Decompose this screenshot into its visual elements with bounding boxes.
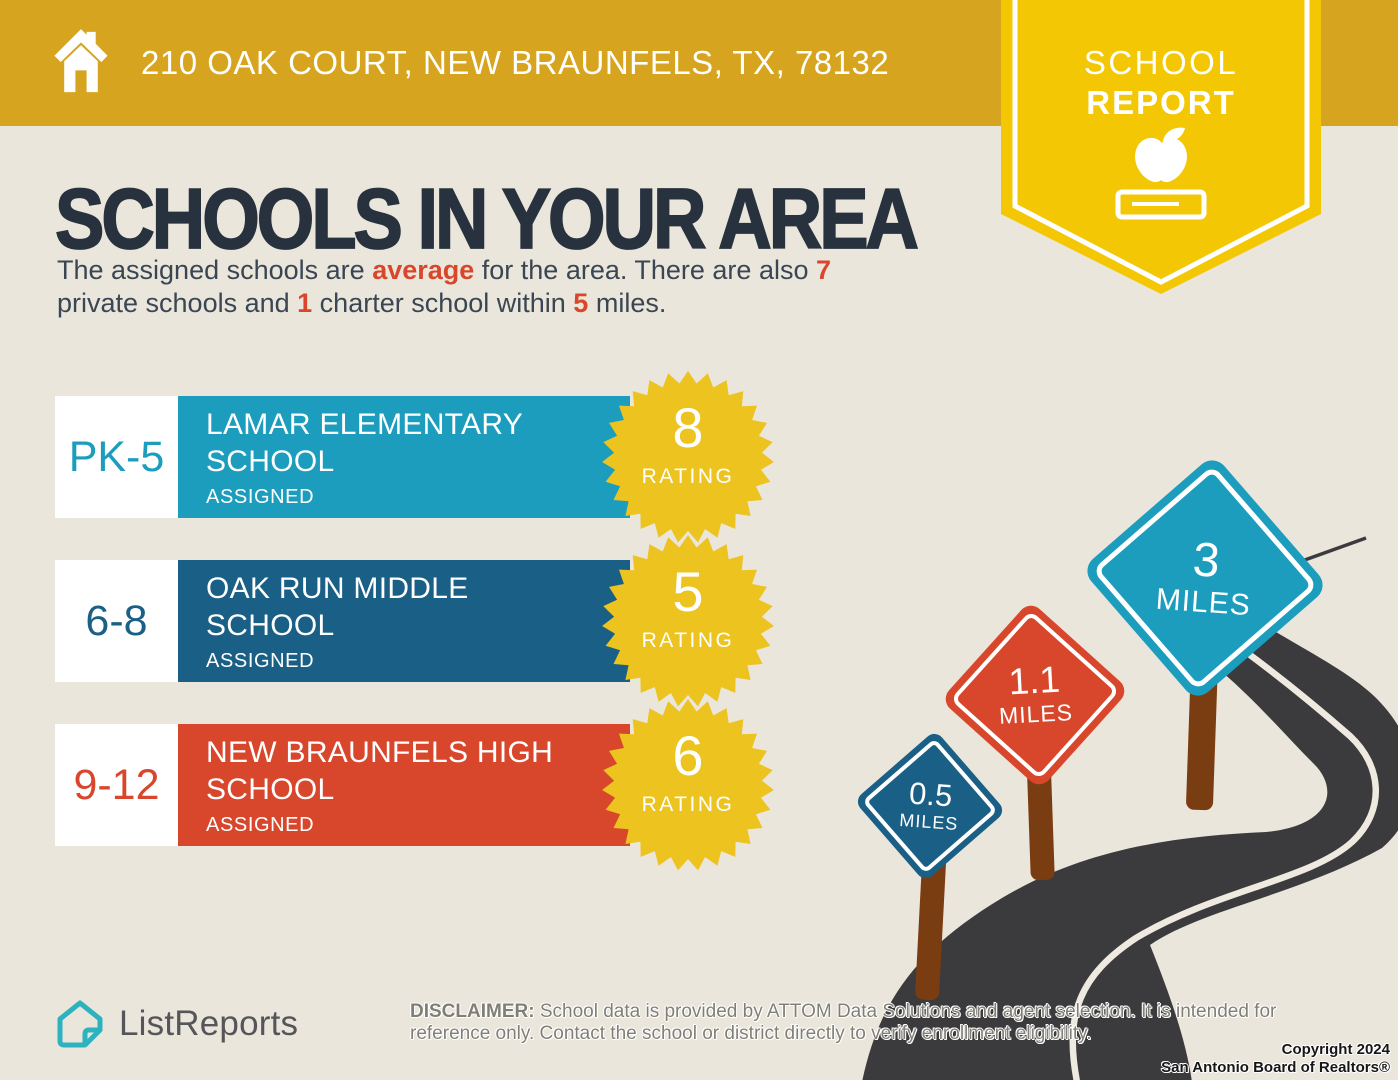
listreports-logo-icon: [57, 1000, 103, 1048]
rating-value: 8: [672, 396, 704, 459]
sign-unit: MILES: [998, 699, 1074, 730]
school-row-elementary: PK-5 LAMAR ELEMENTARY SCHOOL ASSIGNED 8 …: [55, 371, 845, 543]
disclaimer-label: DISCLAIMER:: [410, 1001, 535, 1022]
school-row-high: 9-12 NEW BRAUNFELS HIGH SCHOOL ASSIGNED …: [55, 699, 845, 871]
property-address: 210 OAK COURT, NEW BRAUNFELS, TX, 78132: [141, 44, 890, 81]
road-lane-line: [1069, 649, 1379, 1080]
sign-unit: MILES: [898, 809, 960, 834]
sign-distance: 3: [1191, 532, 1222, 588]
apple-on-book-icon: [1115, 127, 1207, 220]
ribbon-title-line1: SCHOOL: [1083, 44, 1239, 81]
school-bar: OAK RUN MIDDLE SCHOOL ASSIGNED: [178, 560, 630, 682]
intro-seg: private schools and: [57, 288, 298, 318]
grade-range-box: PK-5: [55, 396, 178, 518]
sign-distance: 0.5: [908, 775, 954, 814]
sign-label: 0.5 MILES: [872, 748, 987, 863]
grade-range-box: 6-8: [55, 560, 178, 682]
copyright-line2: San Antonio Board of Realtors®: [1161, 1059, 1390, 1076]
intro-text: The assigned schools are average for the…: [57, 254, 987, 320]
rating-label: RATING: [641, 465, 735, 488]
school-status: ASSIGNED: [206, 485, 315, 508]
grade-range-box: 9-12: [55, 724, 178, 846]
school-status: ASSIGNED: [206, 813, 315, 836]
school-bar: NEW BRAUNFELS HIGH SCHOOL ASSIGNED: [178, 724, 630, 846]
intro-seg: miles.: [588, 288, 667, 318]
rating-value: 6: [672, 724, 704, 787]
sign-distance: 1.1: [1007, 659, 1062, 703]
rating-badge: 8 RATING: [600, 369, 776, 545]
sign-label: 3 MILES: [1111, 484, 1299, 672]
logo-text: ListReports: [119, 1004, 299, 1043]
intro-highlight-charter-count: 1: [297, 288, 313, 318]
intro-seg: for the area. There are also: [474, 255, 816, 285]
copyright-notice: Copyright 2024 San Antonio Board of Real…: [1161, 1041, 1390, 1077]
intro-highlight-average: average: [372, 255, 475, 285]
sign-unit: MILES: [1154, 582, 1252, 623]
rating-value: 5: [672, 560, 704, 623]
disclaimer-text: DISCLAIMER: School data is provided by A…: [410, 1001, 1340, 1045]
sign-3-miles: 3 MILES: [1080, 453, 1330, 703]
page-title: SCHOOLS IN YOUR AREA: [54, 170, 920, 267]
ribbon-title-line2: REPORT: [1086, 84, 1236, 121]
rating-badge: 6 RATING: [600, 697, 776, 873]
school-name: OAK RUN MIDDLE SCHOOL: [206, 571, 469, 642]
starburst-icon: [602, 535, 774, 707]
school-bar: LAMAR ELEMENTARY SCHOOL ASSIGNED: [178, 396, 630, 518]
rating-label: RATING: [641, 793, 735, 816]
listreports-logo: ListReports: [56, 999, 298, 1049]
school-row-middle: 6-8 OAK RUN MIDDLE SCHOOL ASSIGNED 5 RAT…: [55, 535, 845, 707]
copyright-line1: Copyright 2024: [1281, 1041, 1390, 1058]
rating-label: RATING: [641, 629, 735, 652]
home-icon: [54, 29, 108, 93]
school-name: LAMAR ELEMENTARY SCHOOL: [206, 407, 524, 478]
road-surface: [862, 616, 1398, 1080]
intro-highlight-private-count: 7: [815, 255, 832, 285]
intro-seg: charter school within: [312, 288, 574, 318]
school-name: NEW BRAUNFELS HIGH SCHOOL: [206, 735, 554, 806]
sign-0-5-miles: 0.5 MILES: [853, 729, 1007, 883]
school-report-ribbon: SCHOOL REPORT: [1001, 0, 1321, 296]
sign-1-1-miles: 1.1 MILES: [940, 600, 1130, 790]
starburst-icon: [602, 371, 774, 543]
sign-label: 1.1 MILES: [965, 625, 1106, 766]
rating-badge: 5 RATING: [600, 533, 776, 709]
intro-highlight-miles: 5: [573, 288, 589, 318]
starburst-icon: [602, 699, 774, 871]
intro-seg: The assigned schools are: [57, 255, 373, 285]
school-status: ASSIGNED: [206, 649, 315, 672]
disclaimer-body: School data is provided by ATTOM Data So…: [410, 1001, 1277, 1044]
